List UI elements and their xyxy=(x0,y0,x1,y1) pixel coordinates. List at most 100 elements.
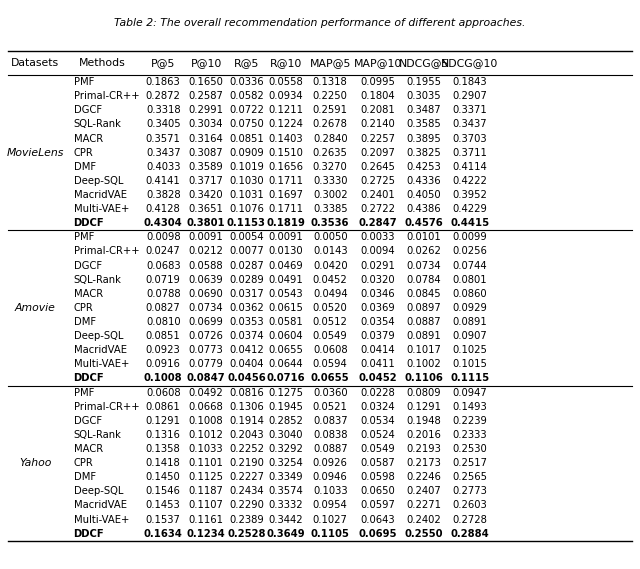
Text: 0.0816: 0.0816 xyxy=(229,387,264,398)
Text: Multi-VAE+: Multi-VAE+ xyxy=(74,204,129,214)
Text: 0.0954: 0.0954 xyxy=(313,501,348,510)
Text: 0.1945: 0.1945 xyxy=(269,402,303,412)
Text: 0.2043: 0.2043 xyxy=(229,430,264,440)
Text: 0.0420: 0.0420 xyxy=(313,261,348,271)
Text: 0.0091: 0.0091 xyxy=(189,232,223,242)
Text: 0.3385: 0.3385 xyxy=(313,204,348,214)
Text: 0.4336: 0.4336 xyxy=(406,176,441,186)
Text: MacridVAE: MacridVAE xyxy=(74,190,127,200)
Text: 0.3703: 0.3703 xyxy=(452,134,487,143)
Text: NDCG@10: NDCG@10 xyxy=(441,58,499,68)
Text: 0.1863: 0.1863 xyxy=(146,77,180,87)
Text: 0.3035: 0.3035 xyxy=(406,91,441,101)
Text: 0.1125: 0.1125 xyxy=(189,472,223,483)
Text: 0.1015: 0.1015 xyxy=(452,360,487,369)
Text: P@5: P@5 xyxy=(151,58,175,68)
Text: 0.0362: 0.0362 xyxy=(229,303,264,313)
Text: 0.0699: 0.0699 xyxy=(189,317,223,327)
Text: 0.2728: 0.2728 xyxy=(452,514,487,525)
Text: DGCF: DGCF xyxy=(74,105,102,116)
Text: Multi-VAE+: Multi-VAE+ xyxy=(74,514,129,525)
Text: 0.0452: 0.0452 xyxy=(313,275,348,284)
Text: 0.0077: 0.0077 xyxy=(229,246,264,257)
Text: 0.0909: 0.0909 xyxy=(229,148,264,158)
Text: Primal-CR++: Primal-CR++ xyxy=(74,402,140,412)
Text: 0.0247: 0.0247 xyxy=(146,246,180,257)
Text: 0.1115: 0.1115 xyxy=(450,373,490,384)
Text: 0.1008: 0.1008 xyxy=(189,416,223,426)
Text: 0.0412: 0.0412 xyxy=(229,345,264,355)
Text: 0.0639: 0.0639 xyxy=(189,275,223,284)
Text: SQL-Rank: SQL-Rank xyxy=(74,119,122,130)
Text: 0.3487: 0.3487 xyxy=(406,105,441,116)
Text: 0.2402: 0.2402 xyxy=(406,514,441,525)
Text: PMF: PMF xyxy=(74,387,94,398)
Text: 0.1033: 0.1033 xyxy=(189,444,223,454)
Text: 0.1008: 0.1008 xyxy=(144,373,182,384)
Text: 0.1025: 0.1025 xyxy=(452,345,487,355)
Text: 0.0360: 0.0360 xyxy=(313,387,348,398)
Text: 0.0212: 0.0212 xyxy=(189,246,223,257)
Text: 0.0926: 0.0926 xyxy=(313,458,348,468)
Text: 0.0946: 0.0946 xyxy=(313,472,348,483)
Text: 0.0847: 0.0847 xyxy=(187,373,225,384)
Text: 0.3292: 0.3292 xyxy=(269,444,303,454)
Text: 0.0734: 0.0734 xyxy=(406,261,441,271)
Text: P@10: P@10 xyxy=(190,58,222,68)
Text: 0.1358: 0.1358 xyxy=(146,444,180,454)
Text: 0.3825: 0.3825 xyxy=(406,148,441,158)
Text: 0.4222: 0.4222 xyxy=(452,176,487,186)
Text: 0.0860: 0.0860 xyxy=(452,289,487,299)
Text: 0.1650: 0.1650 xyxy=(189,77,223,87)
Text: 0.0907: 0.0907 xyxy=(452,331,487,341)
Text: 0.0734: 0.0734 xyxy=(189,303,223,313)
Text: 0.2872: 0.2872 xyxy=(146,91,180,101)
Text: 0.0549: 0.0549 xyxy=(360,444,395,454)
Text: 0.2991: 0.2991 xyxy=(189,105,223,116)
Text: 0.0655: 0.0655 xyxy=(269,345,303,355)
Text: 0.0520: 0.0520 xyxy=(313,303,348,313)
Text: 0.1711: 0.1711 xyxy=(269,176,303,186)
Text: 0.2678: 0.2678 xyxy=(313,119,348,130)
Text: 0.0320: 0.0320 xyxy=(360,275,395,284)
Text: 0.0784: 0.0784 xyxy=(406,275,441,284)
Text: 0.0354: 0.0354 xyxy=(360,317,395,327)
Text: 0.3318: 0.3318 xyxy=(146,105,180,116)
Text: 0.3087: 0.3087 xyxy=(189,148,223,158)
Text: 0.0414: 0.0414 xyxy=(360,345,395,355)
Text: 0.0543: 0.0543 xyxy=(269,289,303,299)
Text: 0.1843: 0.1843 xyxy=(452,77,487,87)
Text: 0.1234: 0.1234 xyxy=(187,529,225,539)
Text: 0.0891: 0.0891 xyxy=(406,331,441,341)
Text: MovieLens: MovieLens xyxy=(6,148,64,158)
Text: 0.1804: 0.1804 xyxy=(360,91,395,101)
Text: 0.1510: 0.1510 xyxy=(269,148,303,158)
Text: 0.0262: 0.0262 xyxy=(406,246,441,257)
Text: 0.3801: 0.3801 xyxy=(187,218,225,228)
Text: 0.1275: 0.1275 xyxy=(269,387,303,398)
Text: 0.1493: 0.1493 xyxy=(452,402,487,412)
Text: 0.3589: 0.3589 xyxy=(189,162,223,172)
Text: 0.0655: 0.0655 xyxy=(311,373,349,384)
Text: 0.3002: 0.3002 xyxy=(313,190,348,200)
Text: 0.0750: 0.0750 xyxy=(229,119,264,130)
Text: 0.2173: 0.2173 xyxy=(406,458,441,468)
Text: 0.1017: 0.1017 xyxy=(406,345,441,355)
Text: 0.1161: 0.1161 xyxy=(189,514,223,525)
Text: 0.0587: 0.0587 xyxy=(360,458,395,468)
Text: 0.1306: 0.1306 xyxy=(229,402,264,412)
Text: MAP@5: MAP@5 xyxy=(310,58,351,68)
Text: 0.2190: 0.2190 xyxy=(229,458,264,468)
Text: 0.1656: 0.1656 xyxy=(269,162,303,172)
Text: 0.0887: 0.0887 xyxy=(406,317,441,327)
Text: 0.0581: 0.0581 xyxy=(269,317,303,327)
Text: 0.3040: 0.3040 xyxy=(269,430,303,440)
Text: 0.3651: 0.3651 xyxy=(189,204,223,214)
Text: 0.2434: 0.2434 xyxy=(229,486,264,496)
Text: Yahoo: Yahoo xyxy=(19,458,51,468)
Text: 0.0374: 0.0374 xyxy=(229,331,264,341)
Text: 0.0668: 0.0668 xyxy=(189,402,223,412)
Text: 0.0411: 0.0411 xyxy=(360,360,395,369)
Text: 0.0887: 0.0887 xyxy=(313,444,348,454)
Text: DMF: DMF xyxy=(74,162,96,172)
